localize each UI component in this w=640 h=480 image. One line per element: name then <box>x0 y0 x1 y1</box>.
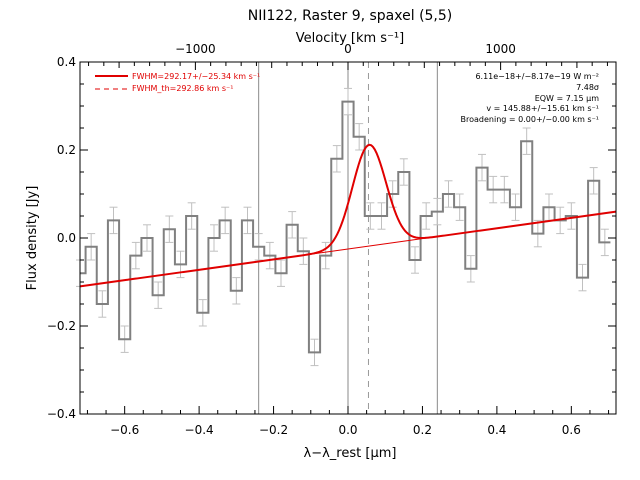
y-tick-label: 0.2 <box>57 143 76 157</box>
annotation-sigma: 7.48σ <box>576 83 599 92</box>
spectrum-histogram <box>80 102 610 353</box>
x-tick-label: −0.6 <box>110 423 139 437</box>
annotation-broadening: Broadening = 0.00+/−0.00 km s⁻¹ <box>461 115 599 124</box>
fit-annotations: 6.11e−18+/−8.17e−19 W m⁻² 7.48σ EQW = 7.… <box>461 72 600 124</box>
annotation-flux: 6.11e−18+/−8.17e−19 W m⁻² <box>475 72 599 81</box>
annotation-eqw: EQW = 7.15 μm <box>535 94 599 103</box>
legend-entry-fwhm-th: FWHM_th=292.86 km s⁻¹ <box>132 84 233 93</box>
chart-title: NII122, Raster 9, spaxel (5,5) <box>248 8 453 24</box>
y-tick-label: −0.4 <box>47 407 76 421</box>
top-tick-label: −1000 <box>175 42 216 56</box>
y-tick-label: 0.0 <box>57 231 76 245</box>
x-axis-label: λ−λ_rest [μm] <box>304 446 397 461</box>
legend: FWHM=292.17+/−25.34 km s⁻¹ FWHM_th=292.8… <box>95 72 260 93</box>
top-tick-label: 1000 <box>485 42 516 56</box>
x-tick-label: 0.0 <box>338 423 357 437</box>
x-tick-label: 0.4 <box>487 423 506 437</box>
x-tick-label: 0.2 <box>413 423 432 437</box>
y-axis-label: Flux density [Jy] <box>25 186 40 291</box>
x-tick-label: −0.2 <box>259 423 288 437</box>
legend-entry-fwhm: FWHM=292.17+/−25.34 km s⁻¹ <box>132 72 260 81</box>
annotation-velocity: v = 145.88+/−15.61 km s⁻¹ <box>486 104 599 113</box>
x-tick-label: −0.4 <box>185 423 214 437</box>
y-tick-label: 0.4 <box>57 55 76 69</box>
top-tick-label: 0 <box>344 42 352 56</box>
y-tick-label: −0.2 <box>47 319 76 333</box>
x-tick-label: 0.6 <box>562 423 581 437</box>
